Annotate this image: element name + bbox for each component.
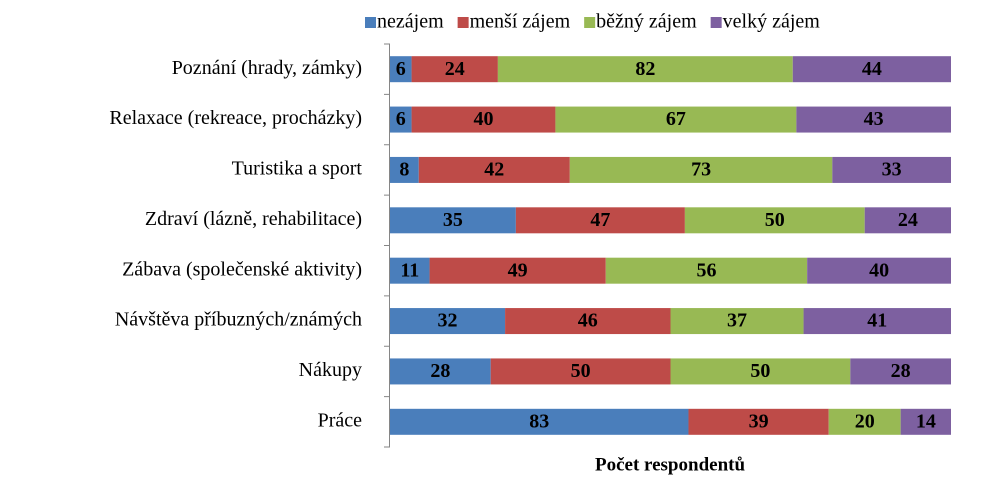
data-label: 20 (855, 410, 875, 432)
y-tick-label: Práce (318, 409, 363, 431)
data-label: 73 (691, 159, 711, 181)
bar-segment (411, 56, 498, 83)
data-label: 49 (508, 259, 528, 281)
bar-segment (497, 56, 793, 83)
data-label: 24 (445, 58, 465, 80)
y-tick-label: Poznání (hrady, zámky) (172, 57, 362, 79)
bar-segment (390, 408, 689, 435)
data-label: 37 (727, 310, 747, 332)
bar-segment (411, 106, 556, 133)
data-label: 28 (430, 360, 450, 382)
legend-label: běžný zájem (596, 11, 697, 33)
data-label: 8 (399, 159, 409, 181)
legend-swatch (457, 17, 469, 28)
bar-segment (900, 408, 951, 435)
bar-segment (515, 207, 685, 234)
bar-segment (505, 308, 671, 335)
data-label: 42 (484, 159, 504, 181)
data-label: 43 (864, 108, 884, 130)
bar-segment (670, 308, 804, 335)
data-label: 39 (749, 410, 769, 432)
legend-swatch (365, 17, 376, 28)
bar-segment (418, 156, 570, 183)
bar-segment (390, 56, 412, 83)
bar-segment (796, 106, 951, 133)
bar-segment (390, 358, 491, 385)
data-label: 24 (898, 209, 918, 231)
data-label: 33 (882, 159, 902, 181)
y-tick-label: Návštěva příbuzných/známých (115, 309, 362, 331)
data-label: 35 (443, 209, 463, 231)
data-label: 50 (571, 360, 591, 382)
y-tick-label: Relaxace (rekreace, procházky) (109, 107, 362, 129)
data-label: 14 (916, 410, 936, 432)
bar-segment (832, 156, 951, 183)
data-label: 50 (765, 209, 785, 231)
x-axis-title: Počet respondentů (595, 454, 745, 475)
y-tick-label: Turistika a sport (232, 158, 363, 180)
bar-segment (569, 156, 833, 183)
legend-swatch (710, 17, 722, 28)
y-tick-label: Nákupy (299, 359, 362, 381)
bar-segment (429, 257, 606, 284)
data-label: 56 (696, 259, 716, 281)
bar-segment (850, 358, 951, 385)
data-label: 6 (396, 108, 406, 130)
bar-segment (688, 408, 829, 435)
data-label: 67 (666, 108, 686, 130)
bar-segment (670, 358, 851, 385)
legend-label: nezájem (377, 11, 444, 33)
bar-segment (390, 257, 430, 284)
bar-segment (390, 308, 506, 335)
data-label: 83 (529, 410, 549, 432)
data-label: 40 (869, 259, 889, 281)
bar-segment (803, 308, 951, 335)
bar-segment (390, 156, 419, 183)
bar-segment (864, 207, 951, 234)
data-label: 82 (635, 58, 655, 80)
data-label: 11 (400, 259, 419, 281)
data-label: 47 (590, 209, 610, 231)
legend-label: menší zájem (470, 11, 571, 33)
data-label: 44 (862, 58, 882, 80)
bar-segment (490, 358, 671, 385)
bar-segment (605, 257, 808, 284)
data-label: 50 (750, 360, 770, 382)
data-label: 28 (891, 360, 911, 382)
y-tick-label: Zábava (společenské aktivity) (122, 258, 362, 280)
y-tick-label: Zdraví (lázně, rehabilitace) (145, 208, 362, 230)
bar-segment (390, 207, 516, 234)
bar-segment (792, 56, 951, 83)
data-label: 46 (578, 310, 598, 332)
bar-segment (807, 257, 951, 284)
data-label: 40 (474, 108, 494, 130)
bar-segment (828, 408, 901, 435)
bar-segment (390, 106, 412, 133)
data-label: 32 (438, 310, 458, 332)
data-label: 41 (867, 310, 887, 332)
legend-label: velký zájem (723, 11, 821, 33)
bar-segment (555, 106, 797, 133)
data-label: 6 (396, 58, 406, 80)
bar-segment (684, 207, 865, 234)
legend-swatch (584, 17, 596, 28)
